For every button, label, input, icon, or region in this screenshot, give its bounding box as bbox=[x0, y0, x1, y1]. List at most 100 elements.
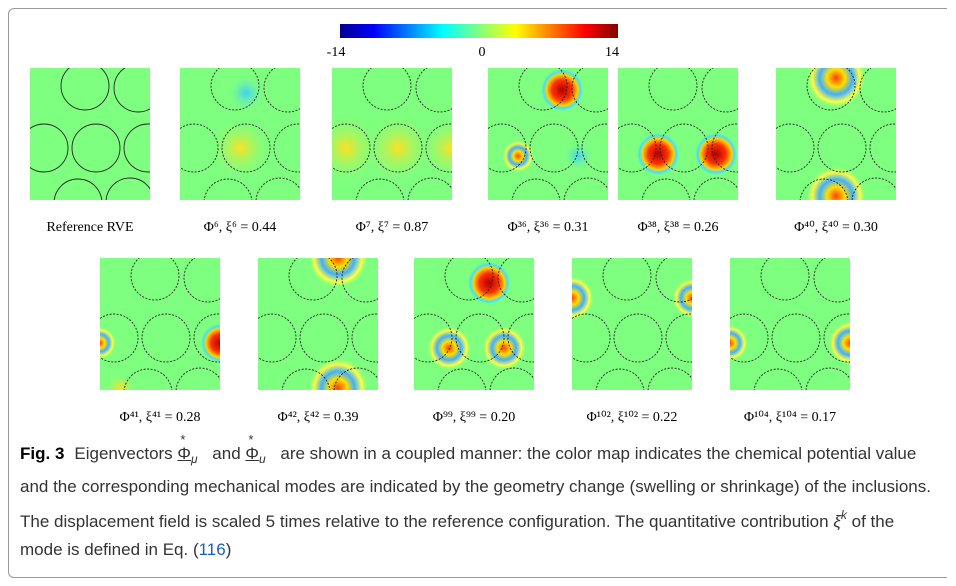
over: * bbox=[248, 432, 254, 447]
colorbar-tick: 0 bbox=[479, 45, 486, 60]
caption: Fig. 3 Eigenvectors Φ * μ and Φ * u are shown… bbox=[20, 432, 938, 564]
colorbar-tick: 14 bbox=[605, 45, 619, 60]
sub: u bbox=[258, 452, 266, 466]
inclusion bbox=[817, 123, 867, 173]
inclusion bbox=[30, 123, 69, 173]
inclusion bbox=[351, 313, 378, 363]
inclusion bbox=[180, 123, 219, 173]
inclusion bbox=[595, 368, 645, 390]
inclusion bbox=[355, 178, 405, 200]
panel-image bbox=[488, 68, 608, 200]
panel-label: Φ⁴¹, ξ⁴¹ = 0.28 bbox=[119, 410, 200, 425]
field-spot bbox=[332, 114, 380, 182]
field-spot bbox=[104, 372, 136, 390]
field-spot bbox=[540, 68, 584, 112]
field-spot bbox=[308, 358, 368, 390]
math-base: ξ bbox=[833, 512, 841, 531]
field-spot bbox=[308, 258, 368, 288]
inclusion bbox=[263, 68, 300, 113]
inclusion bbox=[776, 123, 815, 173]
inclusion bbox=[210, 68, 260, 111]
panel bbox=[730, 258, 850, 390]
figure: -14 0 14 Reference RVE Φ⁶, ξ⁶ = 0.44 Φ⁷, ξ… bbox=[30, 24, 896, 425]
inclusion bbox=[711, 123, 738, 173]
base: Φ bbox=[245, 444, 259, 463]
panel-label: Φ⁹⁹, ξ⁹⁹ = 0.20 bbox=[433, 410, 515, 425]
inclusion bbox=[648, 68, 698, 111]
inclusion bbox=[105, 177, 150, 200]
over: * bbox=[180, 432, 186, 447]
inclusion bbox=[299, 313, 349, 363]
field-spot bbox=[572, 276, 594, 320]
panel-label: Φ¹⁰², ξ¹⁰² = 0.22 bbox=[587, 410, 678, 425]
panel-label: Φ³⁸, ξ³⁸ = 0.26 bbox=[637, 220, 718, 235]
panel-label: Φ⁴², ξ⁴² = 0.39 bbox=[277, 410, 358, 425]
panel-field bbox=[730, 258, 850, 390]
panel-image bbox=[180, 68, 300, 200]
inclusion bbox=[175, 367, 220, 390]
inclusion bbox=[258, 313, 297, 363]
panel-label: Reference RVE bbox=[46, 220, 133, 235]
base: Φ bbox=[177, 444, 191, 463]
inclusion bbox=[518, 68, 568, 111]
inclusion bbox=[113, 68, 150, 113]
field-spot bbox=[502, 140, 534, 172]
panel bbox=[332, 68, 452, 200]
inclusion bbox=[799, 178, 849, 200]
inclusion bbox=[771, 313, 821, 363]
inclusion bbox=[123, 368, 173, 390]
inclusion bbox=[823, 313, 850, 363]
panel bbox=[414, 258, 534, 390]
inclusion bbox=[415, 68, 452, 113]
inclusion bbox=[71, 123, 121, 173]
colorbar-tick: -14 bbox=[327, 45, 346, 60]
panel-label: Φ⁶, ξ⁶ = 0.44 bbox=[204, 220, 277, 235]
panel-field bbox=[100, 258, 220, 390]
inclusion bbox=[437, 368, 487, 390]
inclusion bbox=[641, 178, 691, 200]
inclusion bbox=[373, 123, 423, 173]
inclusion bbox=[414, 313, 453, 363]
inclusion bbox=[869, 123, 896, 173]
panel-image bbox=[414, 258, 534, 390]
inclusion bbox=[221, 123, 271, 173]
field-spot bbox=[467, 261, 511, 305]
inclusion bbox=[613, 313, 663, 363]
inclusion bbox=[851, 177, 896, 200]
inclusion bbox=[701, 68, 738, 113]
panel-field bbox=[30, 68, 150, 200]
panel-image bbox=[572, 258, 692, 390]
inclusion bbox=[100, 313, 139, 363]
sub: μ bbox=[190, 452, 198, 466]
panel-field bbox=[572, 258, 692, 390]
inclusion bbox=[489, 367, 534, 390]
field-spot bbox=[482, 326, 526, 370]
inclusion bbox=[730, 313, 769, 363]
field-spot bbox=[427, 326, 471, 370]
inclusion bbox=[333, 367, 378, 390]
panel bbox=[30, 68, 150, 200]
field-spot bbox=[828, 321, 850, 365]
inclusion bbox=[141, 313, 191, 363]
inclusion bbox=[341, 258, 378, 303]
panel-label: Φ³⁶, ξ³⁶ = 0.31 bbox=[507, 220, 588, 235]
inclusion bbox=[602, 258, 652, 301]
field-spot bbox=[226, 73, 266, 113]
caption-text: ) bbox=[225, 540, 232, 559]
panel bbox=[488, 68, 608, 200]
inclusion bbox=[693, 177, 738, 200]
caption-text: of the mode is defined in Eq. ( bbox=[20, 512, 895, 559]
inclusion bbox=[618, 123, 657, 173]
inclusion bbox=[203, 178, 253, 200]
panel-image bbox=[730, 258, 850, 390]
panel bbox=[258, 258, 378, 390]
inclusion bbox=[362, 68, 412, 111]
inclusion bbox=[507, 313, 534, 363]
sym: Φ * μ bbox=[177, 432, 207, 473]
inclusion bbox=[53, 178, 103, 200]
field-spot bbox=[636, 132, 680, 176]
panel bbox=[572, 258, 692, 390]
inclusion bbox=[659, 123, 709, 173]
inclusion bbox=[805, 367, 850, 390]
